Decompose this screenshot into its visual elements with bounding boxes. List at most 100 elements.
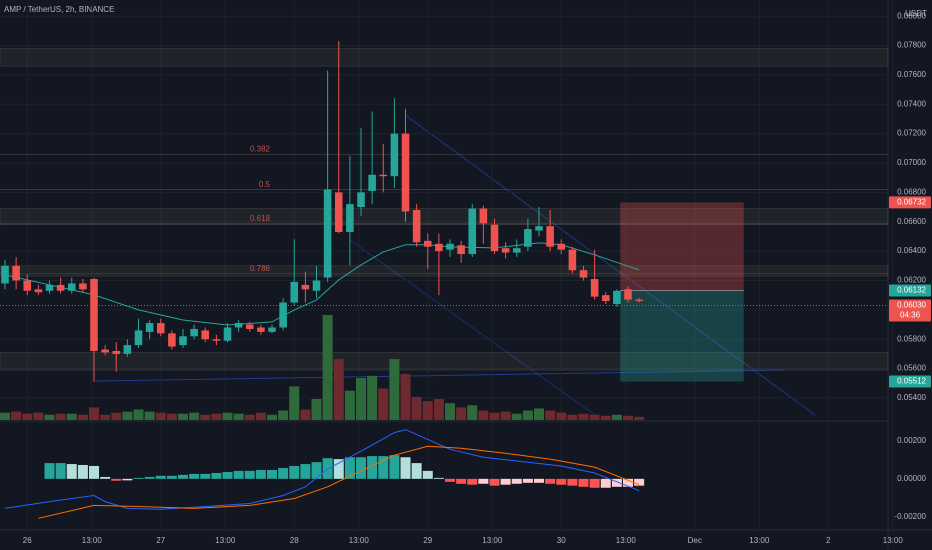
macd-histogram-bar xyxy=(445,478,456,482)
y-tick-label: 0.07800 xyxy=(897,41,926,50)
volume-bar xyxy=(244,414,255,420)
zone xyxy=(0,208,889,225)
volume-bar xyxy=(233,413,244,420)
volume-bar xyxy=(33,412,44,420)
macd-histogram-bar xyxy=(411,463,422,479)
x-tick-label: 26 xyxy=(23,536,32,545)
volume-bar xyxy=(556,412,567,420)
candle-body xyxy=(190,328,198,337)
target-zone xyxy=(620,290,744,382)
volume-bar xyxy=(344,390,355,420)
volume-bar xyxy=(100,414,111,420)
macd-histogram-bar xyxy=(467,478,478,485)
candle-body xyxy=(357,192,365,208)
macd-histogram-bar xyxy=(400,457,411,479)
volume-bar xyxy=(545,410,556,420)
volume-bar xyxy=(267,414,278,420)
candle-body xyxy=(479,208,488,224)
position-label-bg xyxy=(889,196,931,209)
macd-tick-label: -0.00200 xyxy=(894,512,926,521)
macd-histogram-bar xyxy=(433,477,444,479)
volume-bar xyxy=(578,413,589,420)
macd-histogram-bar xyxy=(634,478,645,486)
candle-body xyxy=(501,248,510,253)
candle-body xyxy=(334,192,343,233)
candle-body xyxy=(123,345,132,354)
position-label-bg xyxy=(889,284,931,297)
macd-histogram-bar xyxy=(189,473,200,479)
macd-histogram-bar xyxy=(556,478,567,485)
macd-histogram-bar xyxy=(333,459,344,479)
volume-bar xyxy=(500,411,511,420)
macd-histogram-bar xyxy=(55,463,66,479)
y-tick-label: 0.06600 xyxy=(897,217,926,226)
y-tick-label: 0.06400 xyxy=(897,246,926,255)
volume-bar xyxy=(133,409,144,420)
volume-bar xyxy=(634,416,645,420)
candle-body xyxy=(234,323,243,328)
macd-histogram-bar xyxy=(77,465,88,479)
candle-body xyxy=(101,349,109,353)
candle-body xyxy=(323,189,332,278)
candle-body xyxy=(34,289,43,293)
candle-body xyxy=(290,281,299,303)
candle-body xyxy=(546,226,554,247)
trend-line xyxy=(94,369,786,382)
x-tick-label: 13:00 xyxy=(883,536,904,545)
x-tick-label: 13:00 xyxy=(616,536,637,545)
macd-histogram-bar xyxy=(534,478,545,483)
volume-bar xyxy=(367,375,378,420)
volume-bar xyxy=(378,388,389,420)
candle-body xyxy=(56,284,65,291)
candle-body xyxy=(245,324,254,329)
volume-bar xyxy=(89,407,100,420)
volume-bar xyxy=(111,412,122,420)
volume-bar xyxy=(522,410,533,420)
volume-bar xyxy=(478,410,489,420)
volume-bar xyxy=(200,414,211,420)
x-tick-label: 2 xyxy=(826,536,831,545)
candle-body xyxy=(379,174,388,177)
macd-histogram-bar xyxy=(389,455,400,479)
volume-bar xyxy=(467,405,478,420)
y-tick-label: 0.05600 xyxy=(897,364,926,373)
macd-histogram-bar xyxy=(155,475,166,479)
volume-bar xyxy=(589,414,600,420)
x-tick-label: Dec xyxy=(688,536,702,545)
volume-bar xyxy=(311,399,322,420)
macd-histogram-bar xyxy=(233,470,244,479)
candle-body xyxy=(390,133,399,177)
position-label: 0.05512 xyxy=(897,377,926,386)
macd-histogram-bar xyxy=(144,476,155,479)
x-tick-label: 13:00 xyxy=(349,536,370,545)
candle-body xyxy=(223,327,232,341)
volume-bar xyxy=(511,413,522,420)
macd-tick-label: 0.00200 xyxy=(897,436,926,445)
candle-body xyxy=(79,283,87,290)
macd-line xyxy=(4,429,640,510)
position-label: 0.06132 xyxy=(897,286,926,295)
volume-bar xyxy=(155,412,166,420)
volume-bar xyxy=(178,413,189,420)
candle-body xyxy=(279,302,287,328)
volume-bar xyxy=(489,412,500,420)
volume-bar xyxy=(166,413,177,420)
x-tick-label: 30 xyxy=(557,536,566,545)
candle-body xyxy=(312,280,321,291)
candle-body xyxy=(624,289,632,300)
volume-bar xyxy=(77,414,88,420)
volume-bar xyxy=(0,412,11,420)
macd-histogram-bar xyxy=(200,473,211,479)
macd-histogram-bar xyxy=(89,465,100,479)
candle-body xyxy=(601,295,610,302)
macd-histogram-bar xyxy=(267,469,278,479)
y-tick-label: 0.06200 xyxy=(897,276,926,285)
candle-body xyxy=(201,330,210,340)
x-tick-label: 27 xyxy=(156,536,165,545)
volume-bar xyxy=(623,415,634,420)
volume-bar xyxy=(222,412,233,420)
volume-bar xyxy=(11,411,22,420)
candle-body xyxy=(446,243,454,250)
macd-histogram-bar xyxy=(211,472,222,479)
